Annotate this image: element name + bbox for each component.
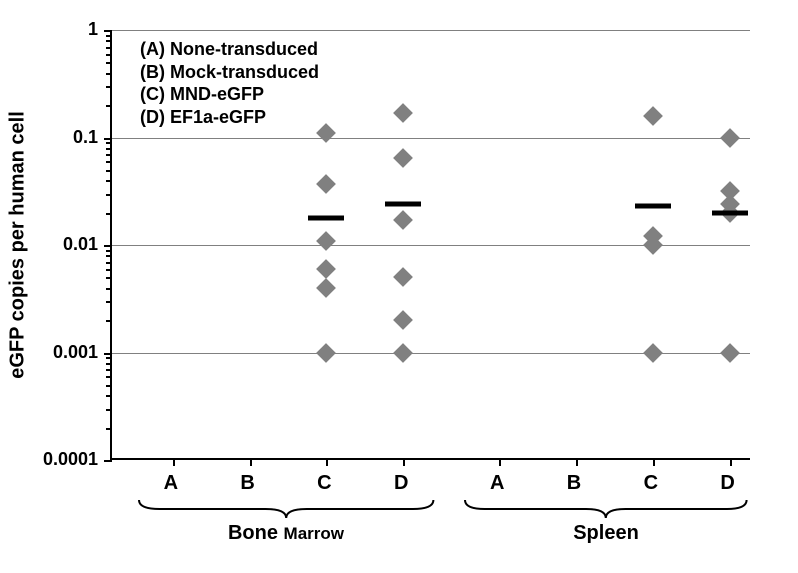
y-minor-tick xyxy=(106,369,112,371)
data-point xyxy=(316,278,336,298)
data-point xyxy=(643,343,663,363)
y-minor-tick xyxy=(106,376,112,378)
data-point xyxy=(720,343,740,363)
group-brace xyxy=(139,500,433,524)
x-tick xyxy=(250,458,252,466)
gridline xyxy=(112,30,750,31)
y-tick-label: 0.1 xyxy=(0,127,98,148)
data-point xyxy=(393,310,413,330)
y-major-tick xyxy=(104,353,112,355)
group-brace xyxy=(465,500,747,524)
group-label: Bone Marrow xyxy=(228,522,344,545)
y-minor-tick xyxy=(106,301,112,303)
y-minor-tick xyxy=(106,54,112,56)
x-tick xyxy=(653,458,655,466)
y-minor-tick xyxy=(106,47,112,49)
y-minor-tick xyxy=(106,255,112,257)
y-minor-tick xyxy=(106,180,112,182)
y-minor-tick xyxy=(106,148,112,150)
category-label: A xyxy=(164,472,178,495)
y-tick-label: 0.0001 xyxy=(0,449,98,470)
chart-container: eGFP copies per human cell (A) None-tran… xyxy=(0,0,798,573)
category-label: A xyxy=(490,472,504,495)
category-label: D xyxy=(394,472,408,495)
y-minor-tick xyxy=(106,170,112,172)
y-minor-tick xyxy=(106,105,112,107)
median-bar xyxy=(385,202,421,207)
y-minor-tick xyxy=(106,363,112,365)
y-minor-tick xyxy=(106,40,112,42)
x-tick xyxy=(499,458,501,466)
legend: (A) None-transduced(B) Mock-transduced(C… xyxy=(140,38,319,128)
y-minor-tick xyxy=(106,194,112,196)
x-tick xyxy=(326,458,328,466)
data-point xyxy=(393,343,413,363)
category-label: C xyxy=(644,472,658,495)
gridline xyxy=(112,138,750,139)
y-minor-tick xyxy=(106,320,112,322)
data-point xyxy=(316,231,336,251)
y-major-tick xyxy=(104,138,112,140)
y-major-tick xyxy=(104,245,112,247)
y-minor-tick xyxy=(106,35,112,37)
y-minor-tick xyxy=(106,250,112,252)
data-point xyxy=(393,210,413,230)
y-minor-tick xyxy=(106,395,112,397)
data-point xyxy=(316,343,336,363)
y-minor-tick xyxy=(106,269,112,271)
y-minor-tick xyxy=(106,262,112,264)
data-point xyxy=(316,174,336,194)
y-minor-tick xyxy=(106,62,112,64)
legend-item: (A) None-transduced xyxy=(140,38,319,61)
y-major-tick xyxy=(104,460,112,462)
x-tick xyxy=(403,458,405,466)
data-point xyxy=(316,123,336,143)
y-tick-label: 0.01 xyxy=(0,234,98,255)
data-point xyxy=(393,103,413,123)
y-minor-tick xyxy=(106,277,112,279)
category-label: B xyxy=(240,472,254,495)
x-tick xyxy=(730,458,732,466)
median-bar xyxy=(635,204,671,209)
x-tick xyxy=(576,458,578,466)
legend-item: (D) EF1a-eGFP xyxy=(140,106,319,129)
data-point xyxy=(393,267,413,287)
x-tick xyxy=(173,458,175,466)
y-tick-label: 1 xyxy=(0,19,98,40)
legend-item: (B) Mock-transduced xyxy=(140,61,319,84)
y-minor-tick xyxy=(106,86,112,88)
y-minor-tick xyxy=(106,213,112,215)
median-bar xyxy=(308,215,344,220)
y-minor-tick xyxy=(106,154,112,156)
data-point xyxy=(643,106,663,126)
y-major-tick xyxy=(104,30,112,32)
y-tick-label: 0.001 xyxy=(0,342,98,363)
y-minor-tick xyxy=(106,385,112,387)
category-label: D xyxy=(720,472,734,495)
group-label: Spleen xyxy=(573,522,639,545)
data-point xyxy=(393,148,413,168)
data-point xyxy=(316,259,336,279)
y-minor-tick xyxy=(106,288,112,290)
y-minor-tick xyxy=(106,428,112,430)
data-point xyxy=(720,128,740,148)
y-minor-tick xyxy=(106,409,112,411)
y-minor-tick xyxy=(106,357,112,359)
category-label: B xyxy=(567,472,581,495)
median-bar xyxy=(712,210,748,215)
y-minor-tick xyxy=(106,161,112,163)
category-label: C xyxy=(317,472,331,495)
legend-item: (C) MND-eGFP xyxy=(140,83,319,106)
y-minor-tick xyxy=(106,73,112,75)
y-minor-tick xyxy=(106,142,112,144)
